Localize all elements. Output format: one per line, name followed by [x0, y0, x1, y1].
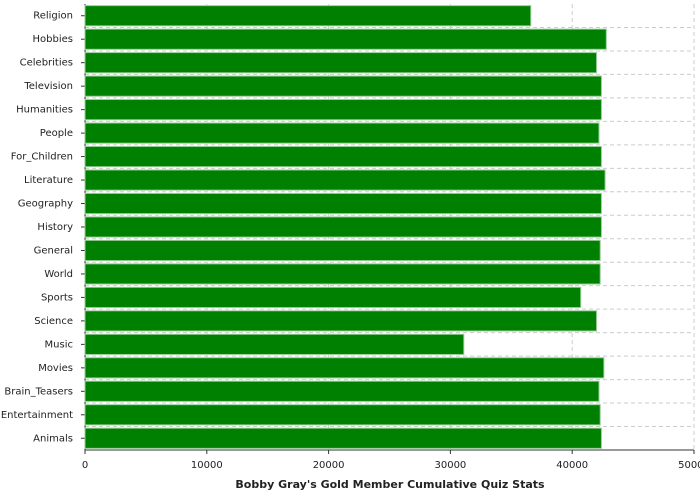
- y-tick-label: History: [37, 222, 73, 233]
- bar: [84, 75, 602, 97]
- bar: [84, 169, 606, 191]
- bar: [84, 333, 465, 355]
- y-tick-label: Sports: [41, 292, 73, 303]
- bar: [84, 122, 600, 144]
- y-tick-label: Celebrities: [20, 58, 73, 69]
- y-tick-label: Animals: [33, 433, 73, 444]
- bar: [84, 28, 607, 50]
- x-tick-label: 20000: [313, 460, 345, 471]
- bar: [84, 310, 598, 332]
- y-tick-label: Religion: [33, 11, 73, 22]
- bar: [84, 5, 532, 27]
- y-tick-label: Science: [34, 316, 73, 327]
- y-tick-label: Entertainment: [1, 410, 73, 421]
- y-tick-label: Literature: [24, 175, 73, 186]
- bar: [84, 427, 602, 449]
- chart-title: Bobby Gray's Gold Member Cumulative Quiz…: [235, 478, 545, 491]
- y-tick-label: Hobbies: [33, 34, 73, 45]
- y-tick-label: World: [44, 269, 73, 280]
- y-tick-label: Music: [45, 339, 73, 350]
- bar: [84, 380, 600, 402]
- bar: [84, 239, 601, 262]
- bar: [84, 357, 605, 379]
- bar: [84, 216, 602, 238]
- y-tick-label: Humanities: [16, 105, 73, 116]
- bar: [84, 192, 602, 215]
- x-tick-label: 0: [82, 460, 88, 471]
- y-tick-label: Geography: [18, 199, 73, 210]
- y-tick-label: General: [34, 245, 73, 256]
- y-tick-label: Television: [23, 81, 73, 92]
- bar: [84, 263, 601, 285]
- bar: [84, 52, 598, 74]
- y-tick-label: People: [40, 128, 73, 139]
- y-tick-label: Brain_Teasers: [4, 386, 73, 397]
- x-tick-label: 50000: [678, 460, 700, 471]
- x-tick-label: 10000: [191, 460, 223, 471]
- bar: [84, 286, 582, 309]
- x-tick-label: 40000: [556, 460, 588, 471]
- bar: [84, 404, 601, 426]
- y-tick-label: Movies: [38, 363, 73, 374]
- x-tick-label: 30000: [434, 460, 466, 471]
- bar: [84, 99, 602, 121]
- bar: [84, 145, 602, 168]
- y-tick-label: For_Children: [11, 152, 73, 163]
